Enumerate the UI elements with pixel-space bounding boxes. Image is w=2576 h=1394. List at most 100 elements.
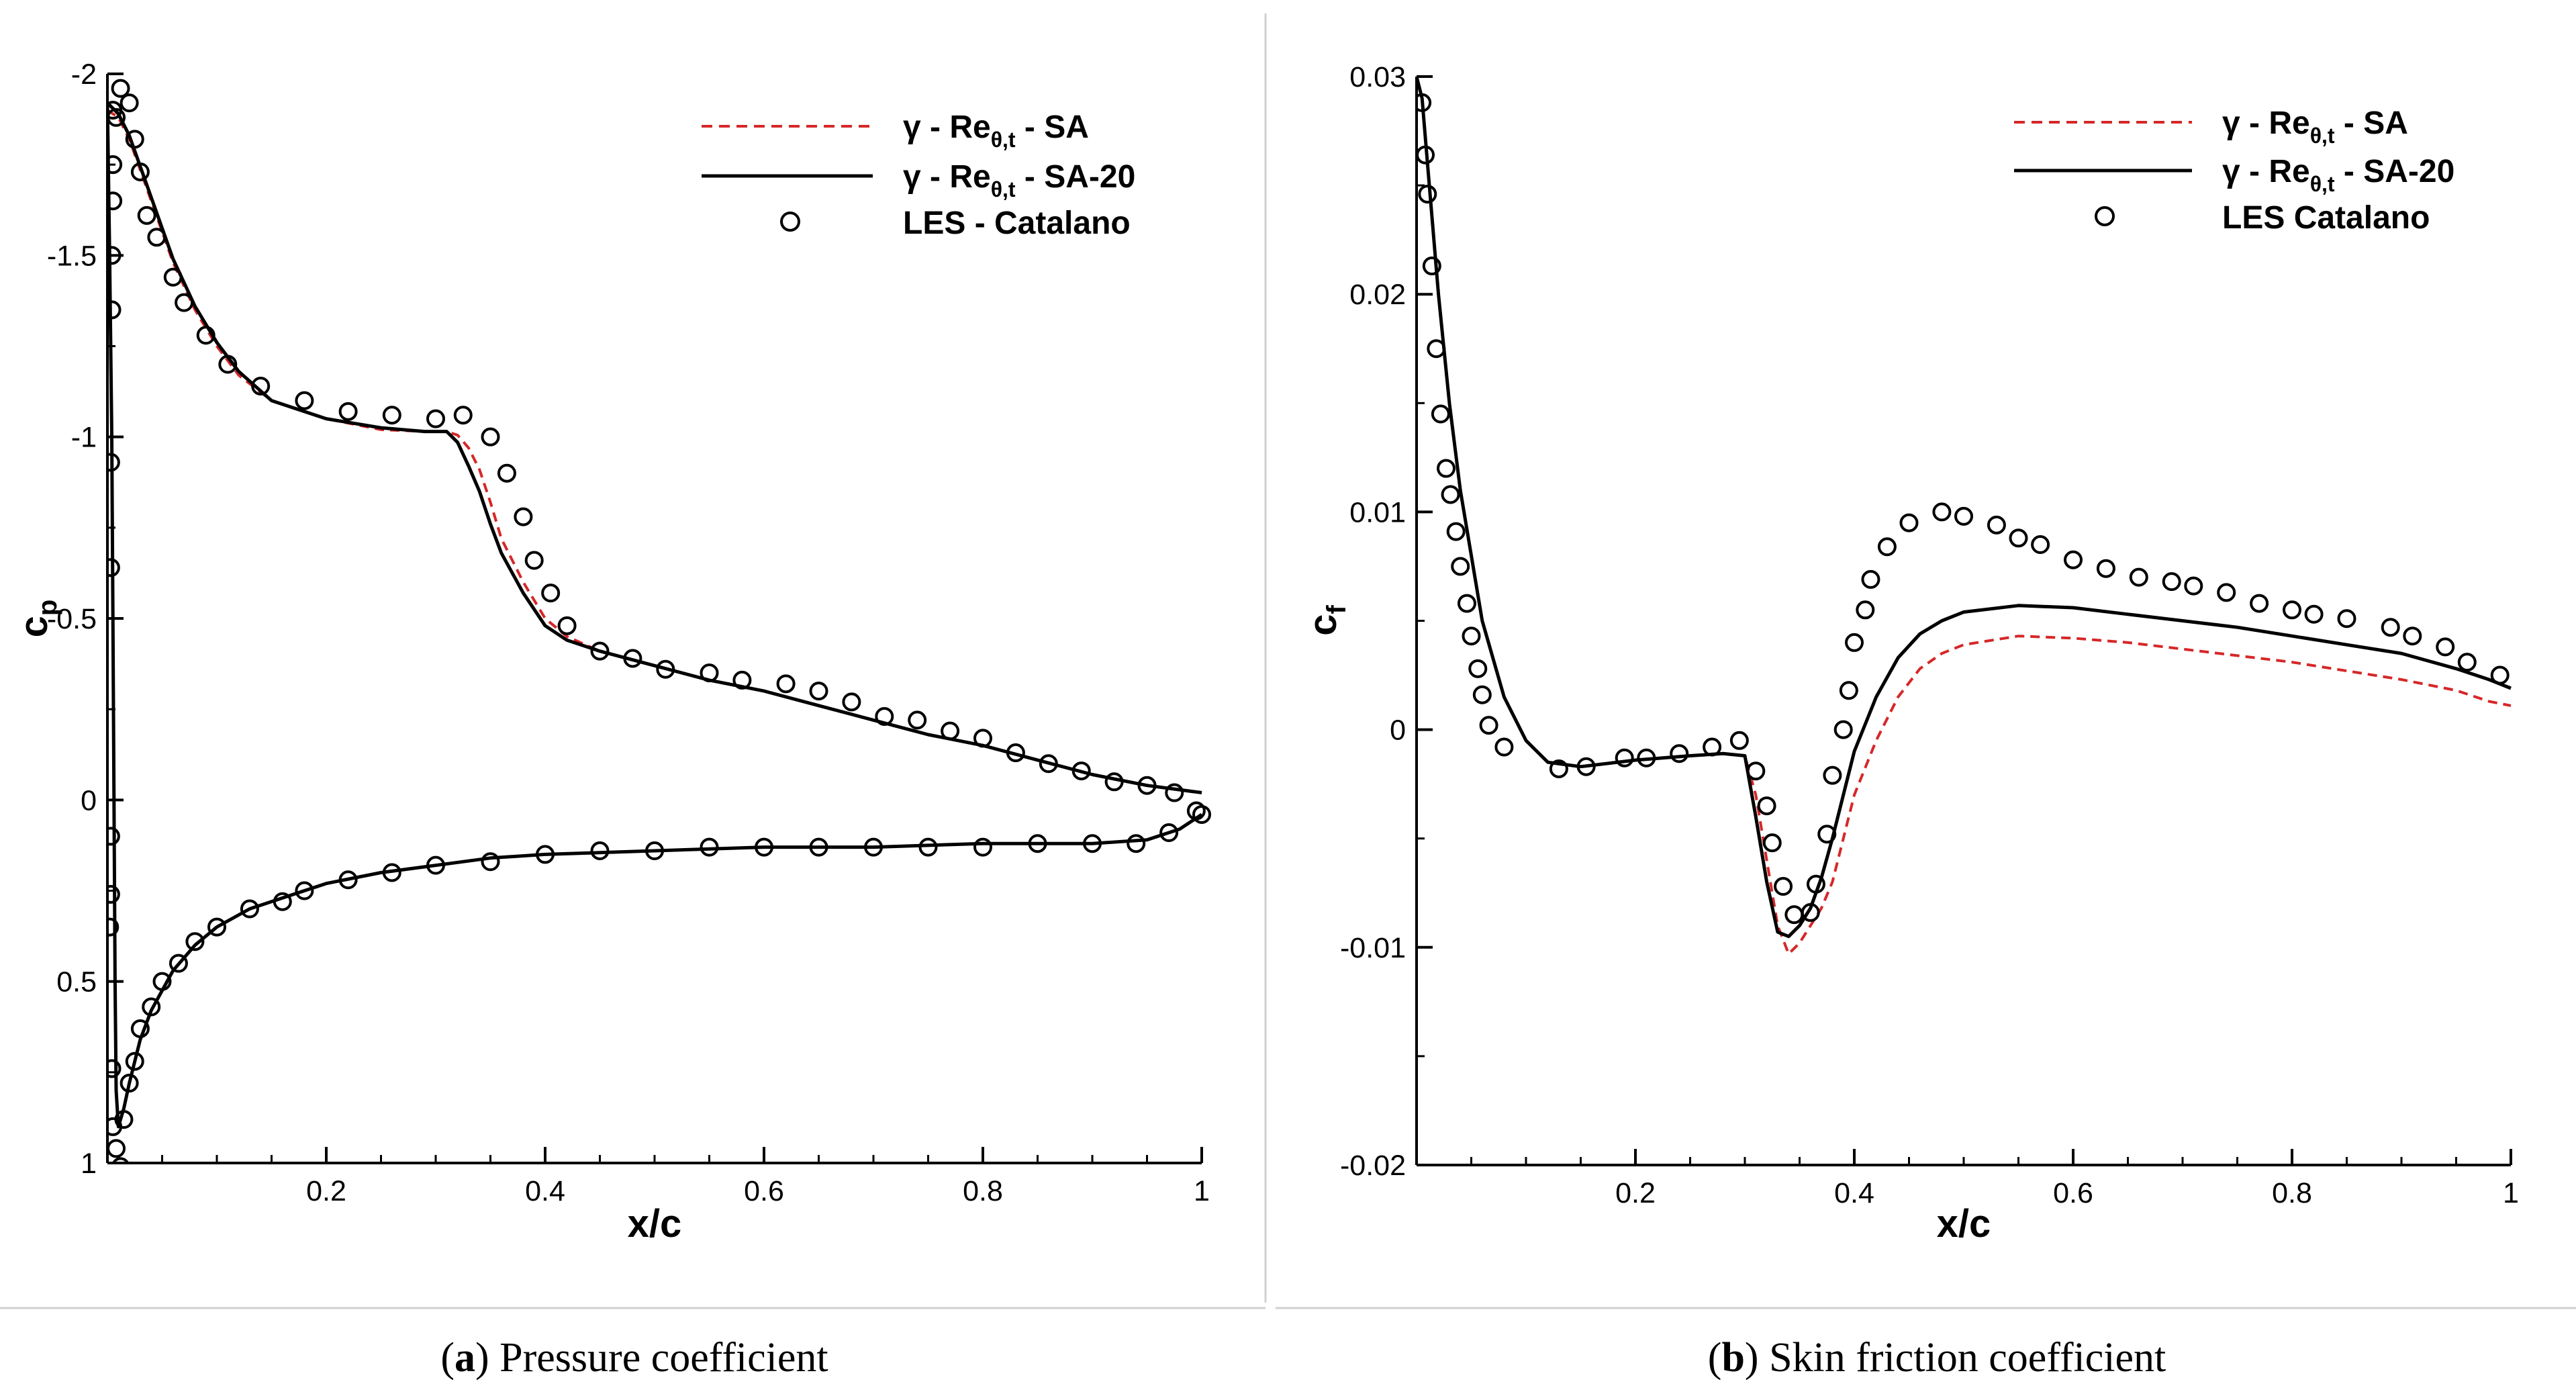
caption-a-text: Pressure coefficient (499, 1335, 828, 1381)
data-point-les (918, 837, 938, 857)
data-point-les (973, 837, 992, 857)
data-point-les (1451, 557, 1470, 576)
data-point-les (107, 558, 120, 577)
data-point-les (185, 932, 205, 951)
series-line-sa (1417, 76, 2512, 956)
y-axis-label: cf (1301, 605, 1351, 636)
caption-b-text: Skin friction coefficient (1769, 1335, 2166, 1381)
data-point-les (1479, 716, 1498, 735)
data-point-les (1637, 748, 1656, 768)
data-point-les (1833, 720, 1853, 739)
data-point-les (1028, 834, 1047, 853)
data-point-les (2184, 576, 2203, 596)
data-point-les (1104, 772, 1124, 792)
legend-sa-label: γ - Reθ,t - SA (2222, 105, 2408, 148)
data-point-les (338, 870, 358, 890)
data-point-les (1784, 905, 1804, 925)
data-point-les (541, 584, 561, 603)
data-point-les (2337, 609, 2356, 629)
plot-content (1417, 76, 2512, 956)
legend-sa-suffix: - SA (2335, 105, 2408, 141)
data-point-les (1417, 145, 1435, 165)
legend-les-label: LES Catalano (2222, 200, 2430, 236)
data-point-les (107, 246, 122, 265)
legend-les-marker (2095, 206, 2115, 226)
y-tick-label: 0.03 (1349, 61, 1406, 93)
data-point-les (175, 293, 194, 312)
data-point-les (1039, 754, 1058, 774)
caption-b: (b) Skin friction coefficient (1708, 1335, 2166, 1381)
data-point-les (1192, 804, 1211, 824)
data-point-les (1441, 485, 1460, 504)
data-point-les (1899, 513, 1919, 532)
y-tick-label: 0.5 (56, 966, 97, 998)
data-point-les (120, 93, 139, 113)
legend-sa20-label: γ - Reθ,t - SA-20 (903, 159, 1135, 201)
data-point-les (240, 899, 259, 919)
data-point-les (2009, 528, 2028, 548)
data-point-les (908, 710, 927, 730)
data-point-les (142, 997, 161, 1017)
data-point-les (107, 155, 123, 175)
y-tick-label: 0.01 (1349, 496, 1406, 528)
series-line-sa20-lower (107, 103, 1203, 1129)
data-point-les (1165, 783, 1184, 802)
legend-sa20-sub: θ,t (2310, 172, 2335, 196)
legend-sa20-sub: θ,t (991, 177, 1016, 201)
x-tick-label: 0.4 (1834, 1177, 1874, 1209)
data-point-les (107, 827, 120, 846)
x-axis-label: x/c (628, 1202, 682, 1246)
data-point-les (557, 616, 577, 635)
data-point-les (842, 692, 861, 712)
data-point-les (1746, 761, 1766, 781)
data-point-les (1861, 569, 1880, 589)
data-point-les (1817, 825, 1837, 844)
y-axis-label: cp (12, 600, 62, 638)
data-point-les (864, 837, 883, 857)
caption-b-open: ( (1708, 1335, 1722, 1381)
data-point-les (1856, 600, 1875, 620)
plot-area-cp: 0.2 0.4 0.6 0.8 1 -2 -1.5 -1 -0.5 0 0.5 1 x/c cp (12, 58, 1211, 1246)
data-point-les (1071, 761, 1091, 781)
data-point-les (875, 706, 894, 726)
x-tick-label: 0.4 (525, 1175, 565, 1207)
data-point-les (1462, 626, 1481, 646)
y-tick-label: 0 (81, 784, 97, 817)
data-point-les (2381, 618, 2400, 637)
data-point-les (152, 972, 172, 991)
legend-cf: γ - Reθ,t - SA γ - Reθ,t - SA-20 LES Cat… (2014, 105, 2454, 236)
data-point-les (130, 1019, 150, 1038)
data-point-les (147, 228, 166, 247)
plot-content (107, 79, 1211, 1163)
data-point-les (2490, 665, 2510, 685)
data-point-les (2217, 583, 2236, 602)
data-point-les (196, 326, 216, 345)
data-point-les (107, 191, 123, 211)
data-point-les (481, 852, 500, 872)
caption-b-close: ) (1745, 1335, 1769, 1381)
data-point-les (2283, 600, 2301, 620)
data-point-les (1006, 743, 1025, 763)
data-point-les (1576, 757, 1596, 776)
data-point-les (497, 463, 516, 483)
chart-panel-skin-friction-coefficient: 0.2 0.4 0.6 0.8 1 0.03 0.02 0.01 0 -0.01 -0.02 x/c c… (1301, 61, 2519, 1381)
data-point-les (645, 841, 664, 861)
data-point-les (2162, 572, 2181, 592)
data-point-les (1549, 759, 1568, 778)
data-point-les (1427, 339, 1446, 359)
x-tick-label: 1 (2503, 1177, 2519, 1209)
data-point-les (2129, 567, 2148, 587)
data-point-les (125, 1052, 144, 1071)
y-tick-label: -1 (71, 422, 97, 454)
y-axis-label-main: c (12, 616, 56, 637)
data-point-les (755, 837, 773, 857)
data-point-les (1422, 257, 1441, 276)
x-axis-label: x/c (1937, 1202, 1991, 1246)
data-point-les (1159, 823, 1179, 842)
legend-sa-label: γ - Reθ,t - SA (903, 109, 1089, 152)
data-point-les (536, 845, 555, 864)
y-tick-label: -0.5 (47, 603, 97, 635)
y-tick-label: -0.01 (1340, 932, 1406, 964)
data-point-les (623, 649, 642, 668)
y-tick-label: 0.02 (1349, 279, 1406, 311)
